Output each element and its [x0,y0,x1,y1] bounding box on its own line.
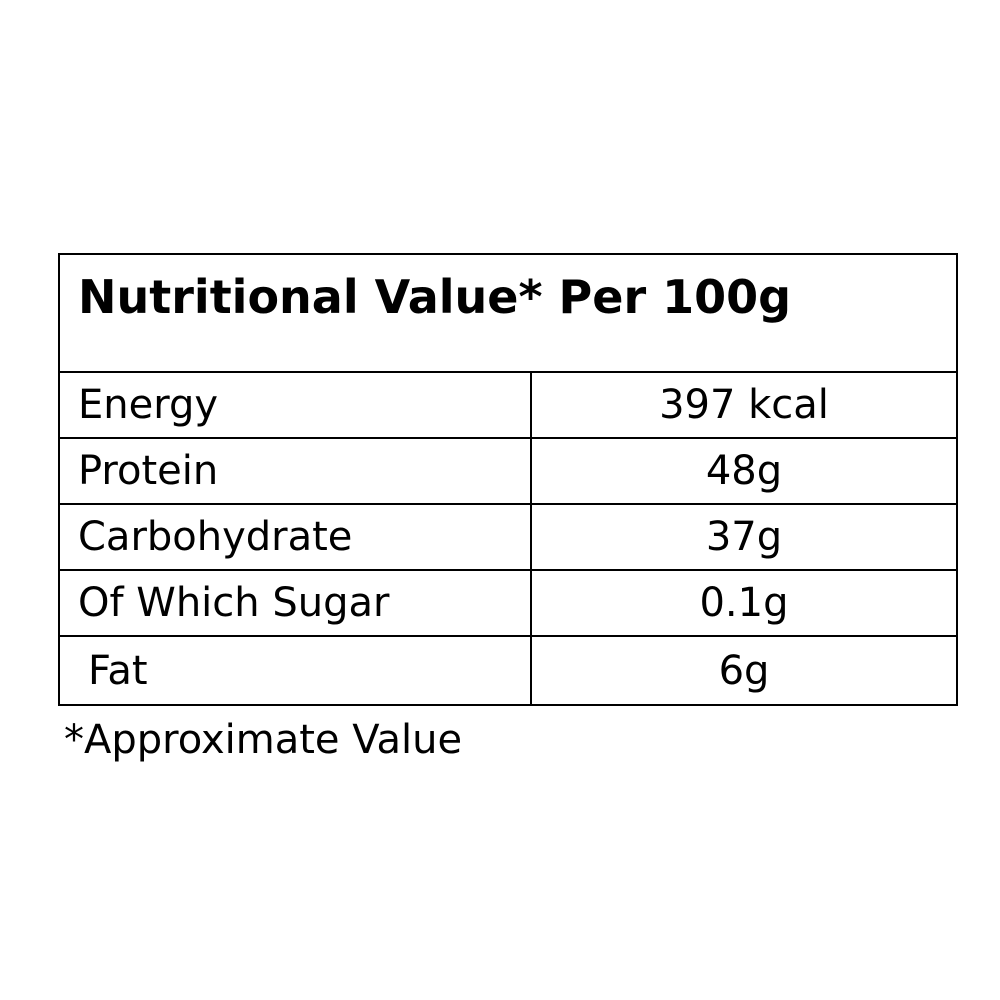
row-label: Protein [78,448,219,494]
row-label: Fat [88,647,148,694]
table-row-fat: Fat 6g [60,637,956,704]
row-label-cell: Carbohydrate [60,505,532,569]
row-value: 37g [705,514,783,560]
row-value: 48g [705,448,783,494]
row-value: 397 kcal [659,382,829,428]
row-label: Of Which Sugar [78,580,390,626]
table-title-cell: Nutritional Value* Per 100g [60,255,956,373]
row-label-cell: Of Which Sugar [60,571,532,635]
row-label-cell: Energy [60,373,532,437]
row-value: 0.1g [699,580,789,626]
row-label-cell: Protein [60,439,532,503]
row-value: 6g [718,647,770,694]
table-row-carbohydrate: Carbohydrate 37g [60,505,956,571]
table-title: Nutritional Value* Per 100g [78,270,792,324]
table-row-sugar: Of Which Sugar 0.1g [60,571,956,637]
nutrition-table: Nutritional Value* Per 100g Energy 397 k… [58,253,958,706]
row-label-cell: Fat [60,637,532,704]
table-row-protein: Protein 48g [60,439,956,505]
row-label: Energy [78,382,219,428]
row-label: Carbohydrate [78,514,353,560]
footnote: *Approximate Value [64,717,463,763]
table-row-energy: Energy 397 kcal [60,373,956,439]
